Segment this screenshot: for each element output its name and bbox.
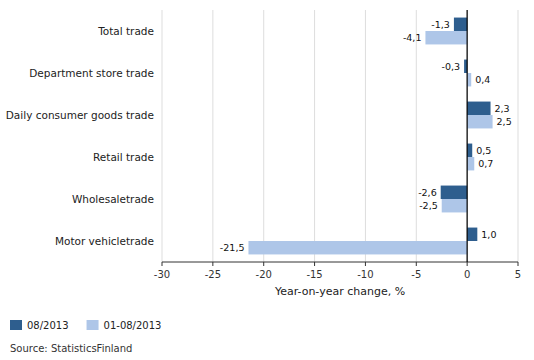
bar [441,186,467,199]
grid-line [162,10,163,262]
tick-label: -25 [205,269,221,280]
bar [467,102,490,115]
data-label: -2,6 [418,187,437,198]
data-label: 0,5 [476,145,491,156]
bars [248,18,492,255]
data-label: -4,1 [403,32,422,43]
y-axis: Motor vehicletrade Wholesaletrade Retail t… [6,25,154,247]
legend: 08/2013 01-08/2013 [10,320,161,331]
bar [425,31,467,44]
grid-line [212,10,213,262]
category-label: Department store trade [29,67,154,79]
bar [467,228,477,241]
data-label: 1,0 [481,229,496,240]
tick-mark [162,262,163,266]
chart: -30 -25 -20 -15 -10 -5 0 5 Year-on-year change, … [0,0,534,360]
x-axis-line [162,262,518,263]
bar [467,157,474,170]
data-label: 2,3 [495,103,510,114]
legend-swatch [10,320,22,330]
grid-line [416,10,417,262]
data-labels: 1,0 -2,6 0,5 2,3 -0,3 -1,3 -21,5 -2,5 0,7 2,5 0,4 -… [220,19,512,253]
bar [467,73,471,86]
tick-mark [212,262,213,266]
legend-entry: 01-08/2013 [104,320,162,331]
category-label: Motor vehicletrade [55,235,154,247]
data-label: -21,5 [220,242,245,253]
x-axis-label: Year-on-year change, % [274,285,405,298]
tick-mark [314,262,315,266]
x-axis: -30 -25 -20 -15 -10 -5 0 5 [154,262,521,280]
legend-swatch [87,320,99,330]
grid [162,10,518,262]
category-label: Wholesaletrade [72,193,154,205]
data-label: 2,5 [497,116,512,127]
tick-label: -15 [306,269,322,280]
tick-mark [467,262,468,266]
tick-label: -30 [154,269,170,280]
bar [442,199,467,212]
category-label: Retail trade [93,151,154,163]
tick-mark [365,262,366,266]
grid-line [365,10,366,262]
tick-mark [518,262,519,266]
grid-line [263,10,264,262]
tick-label: 0 [464,269,470,280]
data-label: -2,5 [419,200,438,211]
data-label: -0,3 [442,61,461,72]
category-label: Total trade [97,25,154,37]
bar [467,115,492,128]
legend-entry: 08/2013 [27,320,69,331]
tick-label: -10 [357,269,373,280]
grid-line [518,10,519,262]
grid-line [314,10,315,262]
tick-label: 5 [515,269,521,280]
data-label: -1,3 [431,19,450,30]
data-label: 0,7 [478,158,493,169]
tick-label: -20 [256,269,272,280]
grid-line [467,10,468,262]
data-label: 0,4 [475,74,490,85]
tick-label: -5 [411,269,421,280]
annotation: Source: StatisticsFinland [10,343,132,354]
tick-mark [416,262,417,266]
category-label: Daily consumer goods trade [6,109,154,121]
tick-mark [263,262,264,266]
bar [467,144,472,157]
bar [454,18,467,31]
zero-line [467,10,468,262]
bar [248,241,467,254]
